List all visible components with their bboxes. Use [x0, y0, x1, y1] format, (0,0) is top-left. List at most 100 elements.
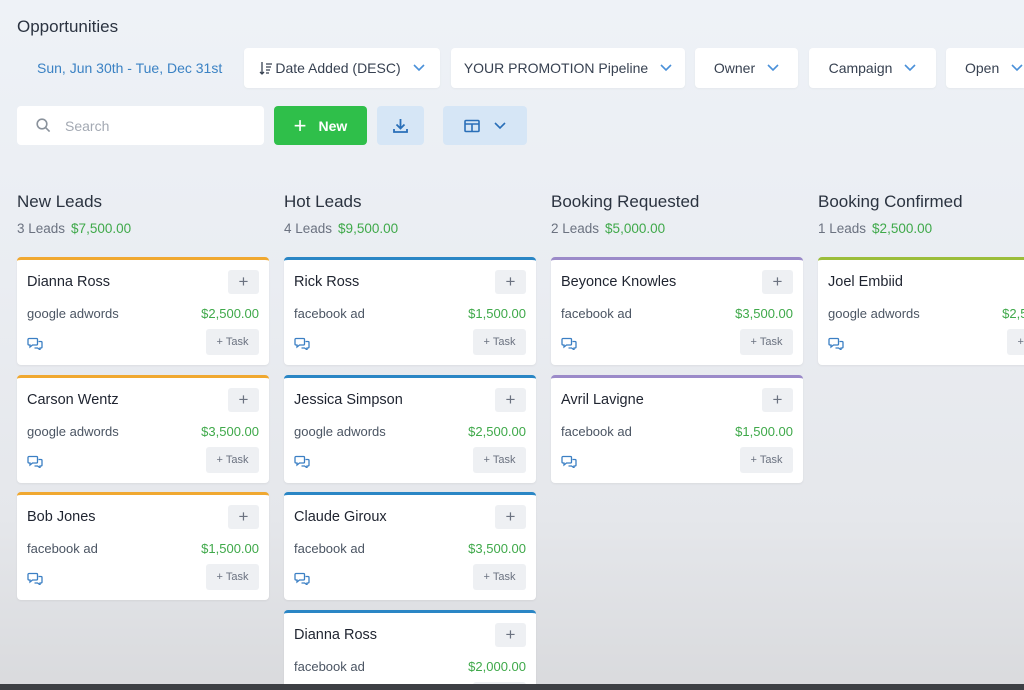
opportunity-card[interactable]: Jessica Simpson + google adwords $2,500.00 +… [284, 374, 536, 483]
contact-name[interactable]: Dianna Ross [27, 274, 111, 290]
column-total-amount: $2,500.00 [872, 221, 933, 236]
pipeline-column: Booking Confirmed 1 Leads $2,500.00 Joel Em… [818, 192, 1024, 365]
opportunity-card[interactable]: Beyonce Knowles + facebook ad $3,500.00 + Ta… [551, 257, 803, 365]
add-task-button[interactable]: + Task [740, 446, 793, 473]
opportunity-value: $3,500.00 [201, 423, 259, 439]
search-icon [36, 118, 51, 133]
chat-icon[interactable] [27, 455, 43, 468]
contact-name[interactable]: Jessica Simpson [294, 391, 403, 408]
contact-name[interactable]: Joel Embiid [828, 274, 903, 290]
column-summary: 2 Leads $5,000.00 [551, 221, 803, 236]
chat-icon[interactable] [561, 455, 577, 468]
add-button[interactable]: + [495, 505, 526, 529]
chevron-down-icon [660, 64, 672, 72]
status-dropdown-label: Open [965, 60, 1000, 76]
add-button[interactable]: + [495, 387, 526, 412]
lead-source: facebook ad [561, 306, 632, 321]
sort-dropdown[interactable]: Date Added (DESC) [244, 48, 440, 88]
opportunity-value: $2,500.00 [1002, 306, 1024, 321]
opportunity-card[interactable]: Dianna Ross + google adwords $2,500.00 + Tas… [17, 257, 269, 365]
plus-icon: + [238, 272, 249, 291]
pipeline-dropdown[interactable]: YOUR PROMOTION Pipeline [451, 48, 685, 88]
add-task-button[interactable]: + Task [473, 564, 526, 590]
lead-source: facebook ad [561, 423, 632, 439]
lead-source: facebook ad [294, 541, 365, 556]
plus-icon: + [293, 112, 307, 138]
add-button[interactable]: + [495, 270, 526, 294]
pipeline-column: Booking Requested 2 Leads $5,000.00 Beyonce… [551, 192, 803, 483]
opportunity-card[interactable]: Carson Wentz + google adwords $3,500.00 + Ta… [17, 374, 269, 483]
new-button-label: New [318, 117, 348, 134]
add-task-button[interactable]: + Task [473, 446, 526, 473]
sort-icon [259, 61, 273, 75]
opportunity-card[interactable]: Dianna Ross+facebook ad$2,000.00+ Task [284, 609, 536, 690]
status-dropdown[interactable]: Open [946, 48, 1024, 88]
chat-icon[interactable] [27, 572, 43, 585]
chevron-down-icon [413, 64, 425, 72]
new-opportunity-button[interactable]: + New [274, 106, 367, 145]
column-total-amount: $7,500.00 [71, 221, 132, 236]
lead-source: google adwords [294, 423, 386, 439]
contact-name[interactable]: Carson Wentz [27, 391, 119, 408]
column-summary: 1 Leads $2,500.00 [818, 221, 1024, 236]
contact-name[interactable]: Bob Jones [27, 509, 96, 525]
lead-source: google adwords [27, 306, 119, 321]
owner-dropdown[interactable]: Owner [695, 48, 798, 88]
add-button[interactable]: + [762, 270, 793, 294]
chevron-down-icon [494, 121, 506, 130]
add-button[interactable]: + [228, 270, 259, 294]
chat-icon[interactable] [294, 455, 310, 468]
column-lead-count: 3 Leads [17, 221, 66, 236]
add-button[interactable]: + [495, 622, 526, 647]
add-task-button[interactable]: + Task [206, 329, 259, 355]
search-input[interactable] [65, 117, 245, 134]
add-task-button[interactable]: + Task [206, 564, 259, 590]
campaign-dropdown[interactable]: Campaign [809, 48, 936, 88]
contact-name[interactable]: Claude Giroux [294, 509, 387, 525]
lead-source: facebook ad [27, 541, 98, 556]
board-view-icon [464, 119, 480, 133]
contact-name[interactable]: Avril Lavigne [561, 391, 644, 408]
add-task-button[interactable]: + Task [473, 329, 526, 355]
opportunity-value: $2,000.00 [468, 658, 526, 674]
opportunity-value: $2,500.00 [468, 423, 526, 439]
column-total-amount: $5,000.00 [605, 221, 666, 236]
plus-icon: + [505, 272, 516, 291]
view-toggle-button[interactable] [443, 106, 527, 145]
opportunity-card[interactable]: Bob Jones + facebook ad $1,500.00 + Task [17, 492, 269, 600]
download-button[interactable] [377, 106, 424, 145]
column-title: Booking Confirmed [818, 192, 963, 211]
chat-icon[interactable] [294, 572, 310, 585]
download-icon [392, 117, 409, 134]
add-task-button[interactable]: + Task [740, 329, 793, 355]
pipeline-column: Hot Leads 4 Leads $9,500.00 Rick Ross + faceb… [284, 192, 536, 690]
column-lead-count: 1 Leads [818, 221, 867, 236]
contact-name[interactable]: Beyonce Knowles [561, 274, 677, 290]
add-button[interactable]: + [762, 387, 793, 412]
opportunity-card[interactable]: Claude Giroux + facebook ad $3,500.00 + Task [284, 492, 536, 600]
page-title: Opportunities [17, 17, 119, 36]
add-task-button[interactable]: + Task [206, 446, 259, 473]
opportunity-card[interactable]: Avril Lavigne + facebook ad $1,500.00 + Task [551, 374, 803, 483]
chat-icon[interactable] [561, 337, 577, 350]
date-range-picker[interactable]: Sun, Jun 30th - Tue, Dec 31st [37, 60, 223, 76]
opportunity-card[interactable]: Rick Ross + facebook ad $1,500.00 + Task [284, 257, 536, 365]
add-button[interactable]: + [228, 387, 259, 412]
owner-dropdown-label: Owner [713, 60, 756, 76]
chat-icon[interactable] [27, 337, 43, 350]
plus-icon: + [238, 389, 249, 409]
campaign-dropdown-label: Campaign [828, 60, 893, 76]
chat-icon[interactable] [828, 337, 844, 350]
plus-icon: + [238, 507, 249, 526]
opportunity-value: $1,500.00 [201, 541, 259, 556]
column-title: Booking Requested [551, 192, 700, 211]
contact-name[interactable]: Dianna Ross [294, 626, 378, 643]
add-task-button[interactable]: + Task [1007, 329, 1024, 355]
contact-name[interactable]: Rick Ross [294, 274, 360, 290]
search-box[interactable] [17, 106, 264, 145]
add-button[interactable]: + [228, 505, 259, 529]
chat-icon[interactable] [294, 337, 310, 350]
opportunity-card[interactable]: Joel Embiid+google adwords$2,500.00+ Tas… [818, 257, 1024, 365]
chevron-down-icon [904, 64, 916, 72]
opportunity-value: $1,500.00 [468, 306, 526, 321]
